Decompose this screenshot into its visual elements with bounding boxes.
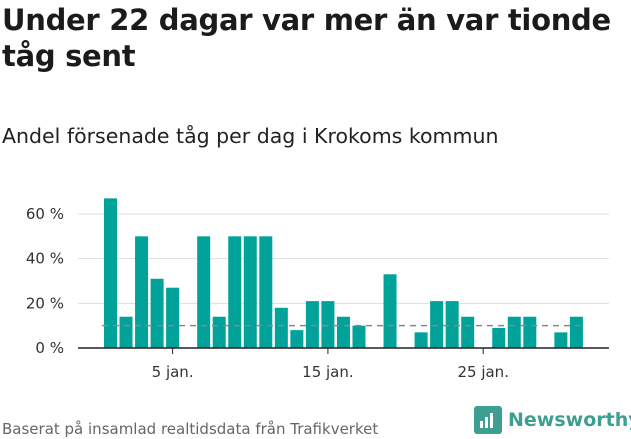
bar [383, 274, 397, 348]
bar [321, 301, 335, 348]
bar [274, 307, 288, 348]
bar [461, 316, 475, 348]
bar [228, 236, 242, 348]
bar [507, 316, 521, 348]
bar [445, 301, 459, 348]
bar [430, 301, 444, 348]
bar [569, 316, 583, 348]
bar [197, 236, 211, 348]
bar [305, 301, 319, 348]
y-tick-label: 60 % [26, 205, 64, 223]
axes: 0 % 20 % 40 % 60 % 5 jan. 15 jan. 25 jan. [26, 205, 609, 381]
bar [135, 236, 149, 348]
bar [492, 327, 506, 348]
bar [554, 332, 568, 348]
newsworthy-logo-icon [474, 406, 502, 434]
chart-title: Under 22 dagar var mer än var tionde tåg… [2, 3, 611, 73]
bar [523, 316, 537, 348]
bar [166, 287, 180, 348]
chart-subtitle: Andel försenade tåg per dag i Krokoms ko… [2, 124, 499, 148]
bar [243, 236, 257, 348]
brand-logo: Newsworthy [474, 406, 631, 434]
bar [119, 316, 133, 348]
bar [212, 316, 226, 348]
source-footnote: Baserat på insamlad realtidsdata från Tr… [2, 420, 379, 438]
bar-chart: 0 % 20 % 40 % 60 % 5 jan. 15 jan. 25 jan. [26, 198, 609, 381]
x-tick-label: 5 jan. [152, 363, 194, 381]
brand-name: Newsworthy [508, 409, 631, 431]
y-tick-label: 40 % [26, 250, 64, 268]
bar [259, 236, 273, 348]
bar [336, 316, 350, 348]
bar [414, 332, 428, 348]
bar [104, 198, 117, 348]
bar [352, 325, 366, 348]
y-tick-label: 0 % [35, 339, 64, 357]
bar [150, 278, 164, 348]
x-tick-label: 15 jan. [302, 363, 354, 381]
bar [290, 330, 304, 348]
y-tick-label: 20 % [26, 294, 64, 312]
x-tick-label: 25 jan. [457, 363, 509, 381]
bars [104, 198, 583, 348]
